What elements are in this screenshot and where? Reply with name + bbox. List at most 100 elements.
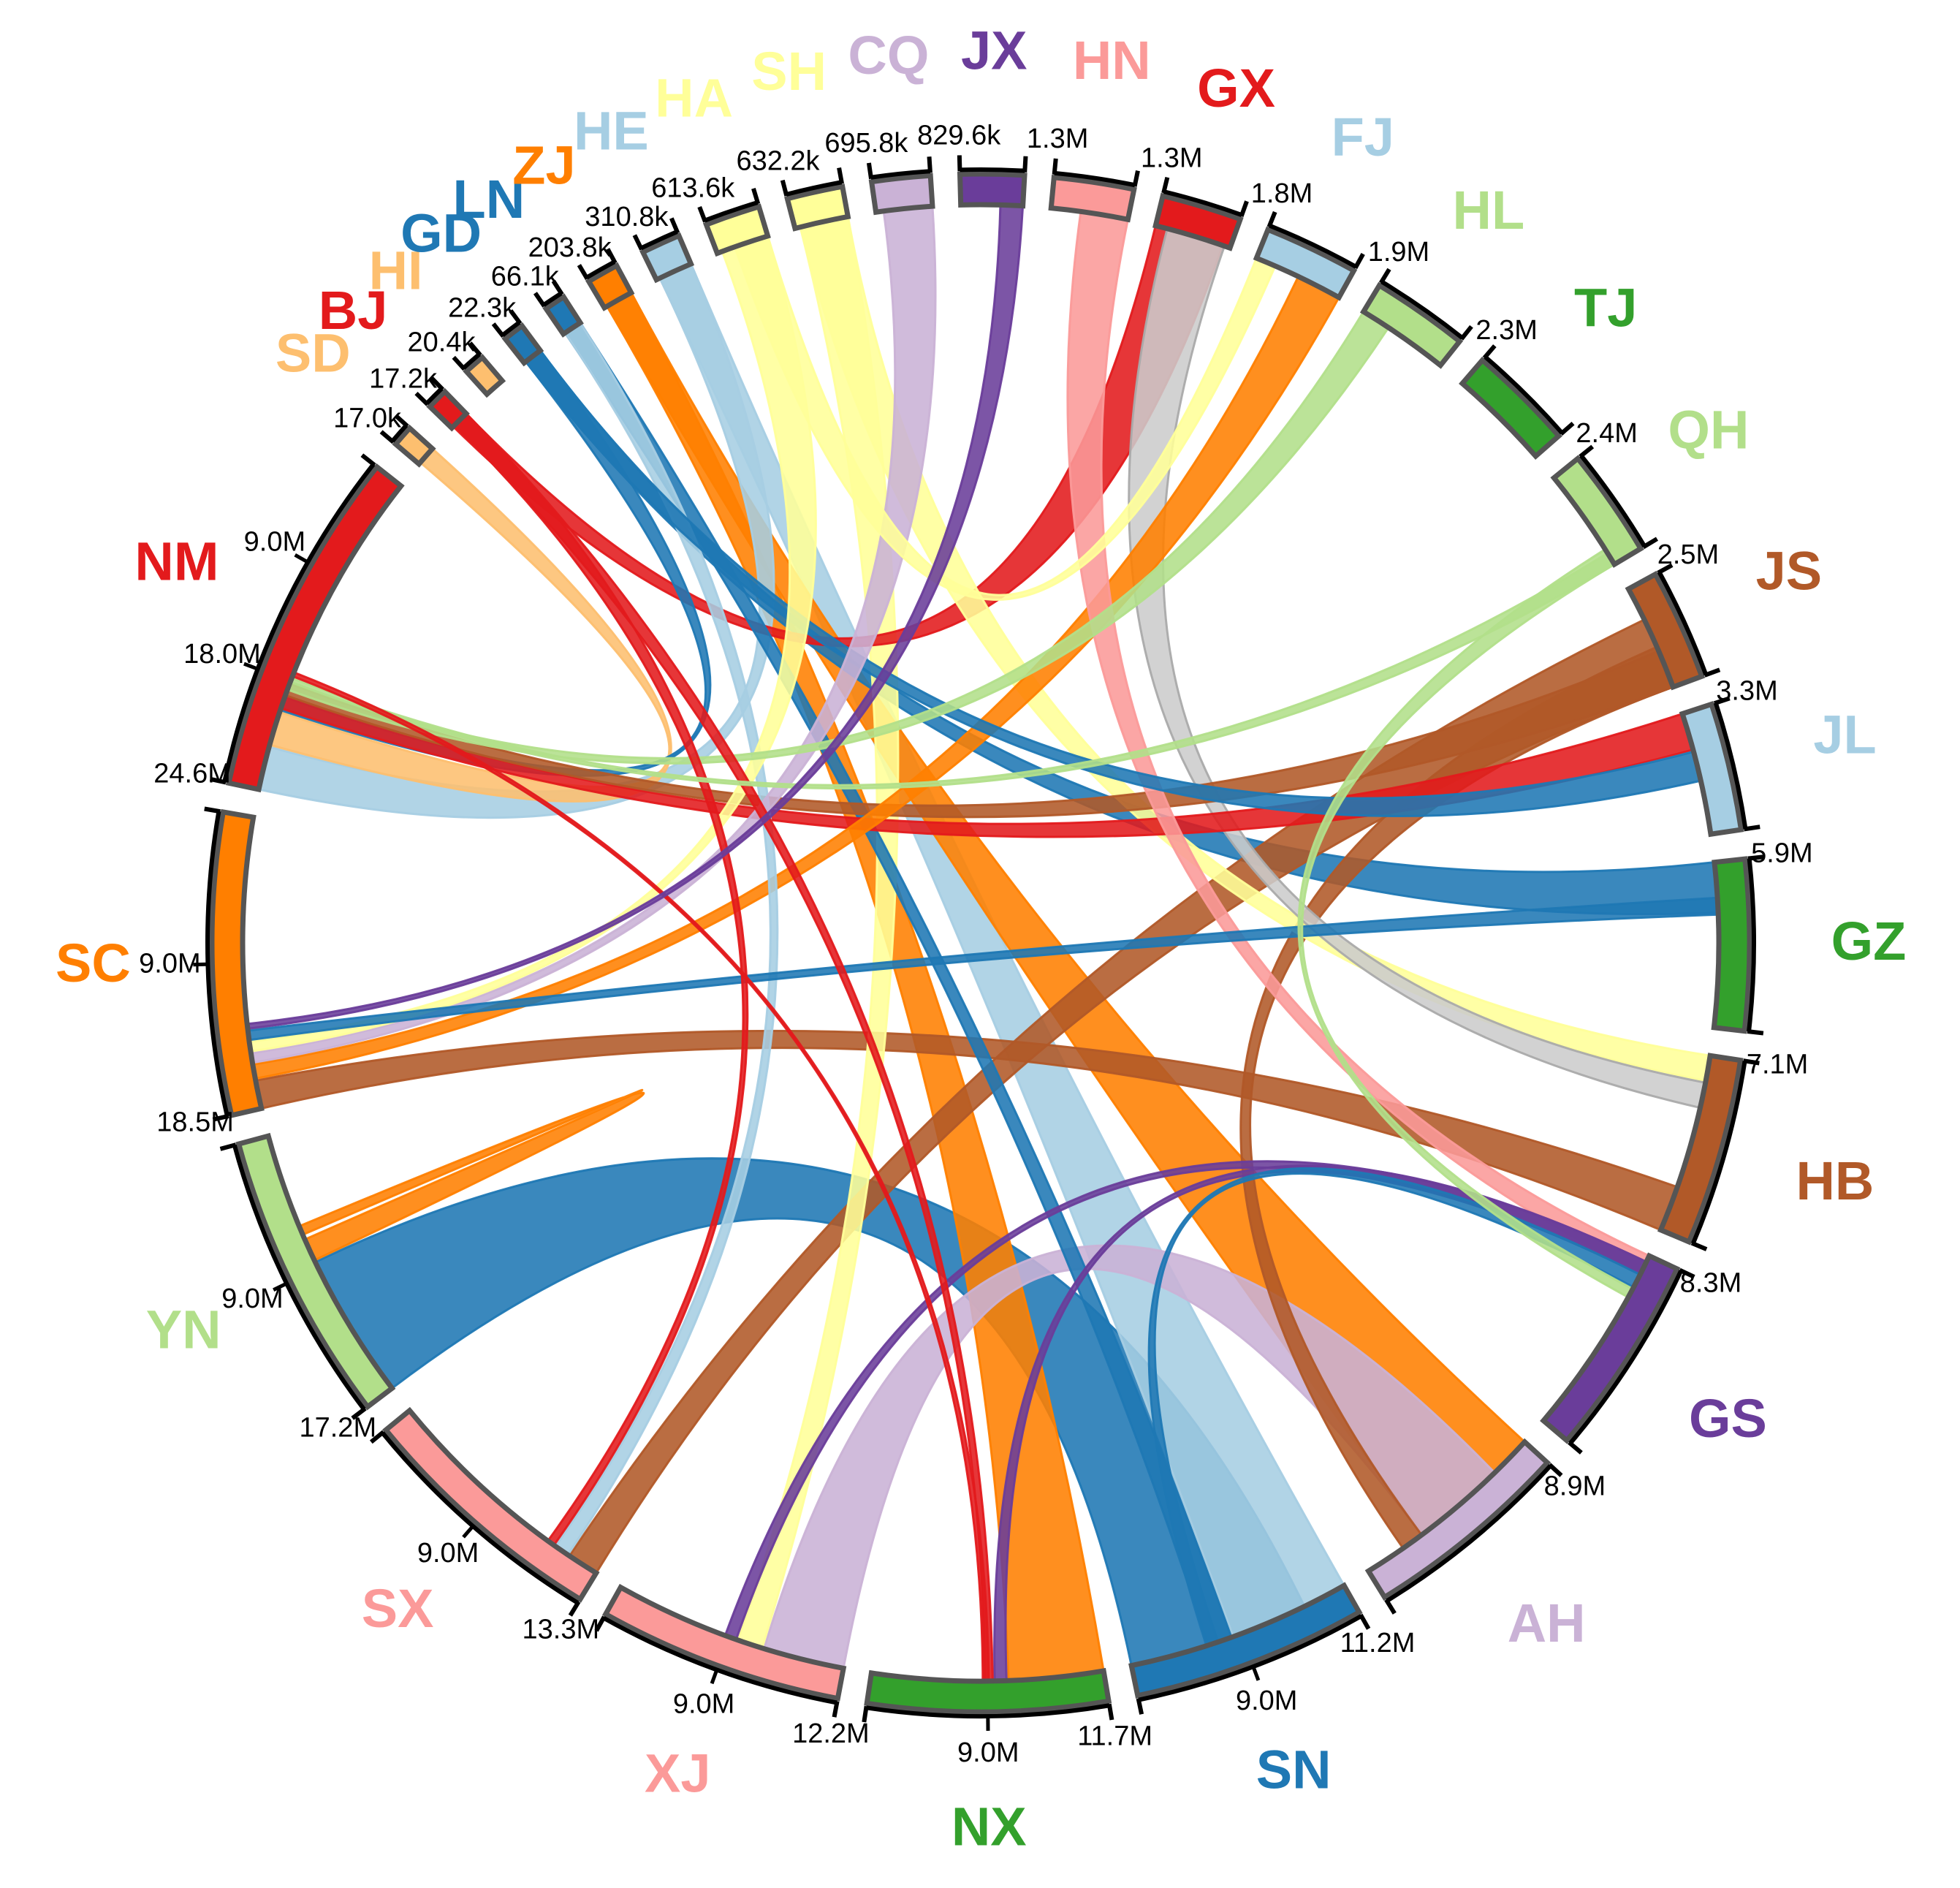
node-arc-qh <box>1550 455 1644 568</box>
tick-label-sc-0: 9.0M <box>139 949 200 979</box>
node-arc-sc <box>209 808 265 1119</box>
axis-end-tick-sn-1 <box>1136 1698 1144 1715</box>
axis-end-tick-sc-1 <box>204 806 221 814</box>
axis-end-tick-bj-0 <box>414 391 430 406</box>
axis-end-tick-he-1 <box>669 217 680 234</box>
axis-end-tick-hn-1 <box>1132 170 1140 187</box>
node-label-gx: GX <box>1197 58 1275 118</box>
node-arc-tj <box>1459 356 1562 460</box>
axis-end-tick-sh-0 <box>780 179 789 197</box>
total-label-ah: 8.9M <box>1544 1471 1606 1502</box>
node-label-hl: HL <box>1453 180 1525 240</box>
total-label-ln: 66.1k <box>491 261 560 292</box>
axis-end-tick-xj-1 <box>594 1615 607 1632</box>
axis-end-tick-nm-0 <box>209 776 227 785</box>
axis-end-tick-qh-0 <box>1579 444 1595 459</box>
axis-end-tick-gs-1 <box>1568 1441 1583 1455</box>
axis-end-tick-nx-1 <box>862 1705 869 1723</box>
axis-end-tick-cq-1 <box>927 156 932 173</box>
axis-end-tick-ha-1 <box>751 187 761 205</box>
tick-label-nx-0: 9.0M <box>957 1737 1019 1768</box>
axis-end-tick-zj-1 <box>605 248 618 265</box>
node-axis-gx <box>1163 189 1243 217</box>
total-label-yn: 17.2M <box>299 1412 376 1443</box>
axis-end-tick-gs-0 <box>1679 1267 1695 1279</box>
node-label-js: JS <box>1756 540 1823 601</box>
axis-end-tick-ah-1 <box>1384 1598 1397 1615</box>
node-arc-hl <box>1359 281 1464 369</box>
axis-end-tick-xj-0 <box>832 1701 840 1718</box>
node-label-qh: QH <box>1668 400 1749 460</box>
total-label-he: 310.8k <box>585 202 669 232</box>
axis-end-tick-gx-1 <box>1239 200 1249 218</box>
total-label-qh: 2.4M <box>1576 418 1637 449</box>
node-arc-jx <box>957 171 1028 209</box>
axis-end-tick-jl-0 <box>1713 696 1731 706</box>
node-arc-yn <box>235 1132 396 1411</box>
axis-end-tick-sc-0 <box>212 1113 229 1122</box>
tick-label-nm-0: 18.0M <box>183 639 261 670</box>
total-label-sd: 17.0k <box>333 403 402 434</box>
node-arc-cq <box>868 173 935 216</box>
node-label-bj: BJ <box>319 280 388 341</box>
total-label-fj: 1.8M <box>1251 178 1313 209</box>
tick-label-yn-0: 9.0M <box>221 1284 283 1314</box>
total-label-gd: 22.3k <box>448 292 517 323</box>
axis-end-tick-hb-0 <box>1743 1058 1760 1066</box>
axis-end-tick-fj-0 <box>1266 211 1277 228</box>
axis-end-tick-nm-1 <box>360 453 376 467</box>
node-label-sx: SX <box>362 1578 434 1639</box>
node-label-fj: FJ <box>1332 107 1394 167</box>
total-label-nx: 11.7M <box>1077 1721 1152 1752</box>
node-arc-nm <box>225 463 405 793</box>
node-axis-fj <box>1269 223 1357 269</box>
axis-tick-xj-0 <box>710 1667 719 1685</box>
node-axis-hn <box>1054 170 1136 188</box>
axis-end-tick-ha-0 <box>697 205 707 223</box>
axis-end-tick-bj-1 <box>430 376 445 391</box>
total-label-bj: 17.2k <box>369 364 438 395</box>
axis-end-tick-ah-0 <box>1548 1463 1563 1477</box>
node-arc-ah <box>1364 1438 1551 1601</box>
node-arc-hi <box>463 354 506 398</box>
total-label-nm: 24.6M <box>153 759 231 789</box>
axis-end-tick-tj-0 <box>1482 344 1497 360</box>
total-label-sc: 18.5M <box>156 1107 234 1137</box>
node-label-nm: NM <box>134 531 219 592</box>
node-label-sn: SN <box>1256 1740 1332 1800</box>
node-label-he: HE <box>574 101 649 162</box>
total-label-sx: 13.3M <box>523 1615 600 1645</box>
axis-end-tick-fj-1 <box>1353 253 1365 270</box>
axis-end-tick-sd-0 <box>379 430 395 444</box>
axis-end-tick-hi-0 <box>452 355 466 371</box>
node-arc-ln <box>542 293 584 338</box>
total-label-hi: 20.4k <box>408 327 476 357</box>
axis-tick-sn-0 <box>1250 1664 1261 1681</box>
node-label-gz: GZ <box>1831 911 1907 971</box>
node-label-sc: SC <box>56 933 131 993</box>
node-arc-sd <box>392 424 436 468</box>
node-label-jl: JL <box>1813 705 1876 765</box>
total-label-hn: 1.3M <box>1027 124 1088 154</box>
axis-end-tick-ln-1 <box>551 279 564 296</box>
axis-end-tick-gz-0 <box>1747 854 1764 861</box>
total-label-sh: 632.2k <box>736 146 820 177</box>
node-axis-jx <box>960 167 1025 173</box>
axis-end-tick-hl-0 <box>1379 268 1391 284</box>
axis-end-tick-hi-1 <box>468 341 482 357</box>
node-arc-gx <box>1152 192 1244 251</box>
node-label-nx: NX <box>951 1796 1027 1857</box>
tick-label-sx-0: 9.0M <box>417 1538 479 1569</box>
node-label-ha: HA <box>655 68 733 129</box>
axis-tick-nm-1 <box>294 553 311 565</box>
node-axis-gs <box>1568 1270 1683 1445</box>
axis-end-tick-hb-1 <box>1690 1240 1708 1251</box>
node-arc-nx <box>864 1667 1112 1715</box>
node-label-gs: GS <box>1689 1388 1767 1449</box>
node-label-sd: SD <box>276 323 351 384</box>
axis-end-tick-yn-1 <box>219 1142 237 1151</box>
chord-labels: 18.0M 9.0M 24.6M NM 17.0k SD 17.2k BJ 20.4k HI 22.… <box>56 20 1906 1857</box>
axis-tick-nm-0 <box>243 661 260 672</box>
axis-end-tick-nx-0 <box>1106 1703 1114 1721</box>
axis-end-tick-tj-1 <box>1560 422 1575 436</box>
